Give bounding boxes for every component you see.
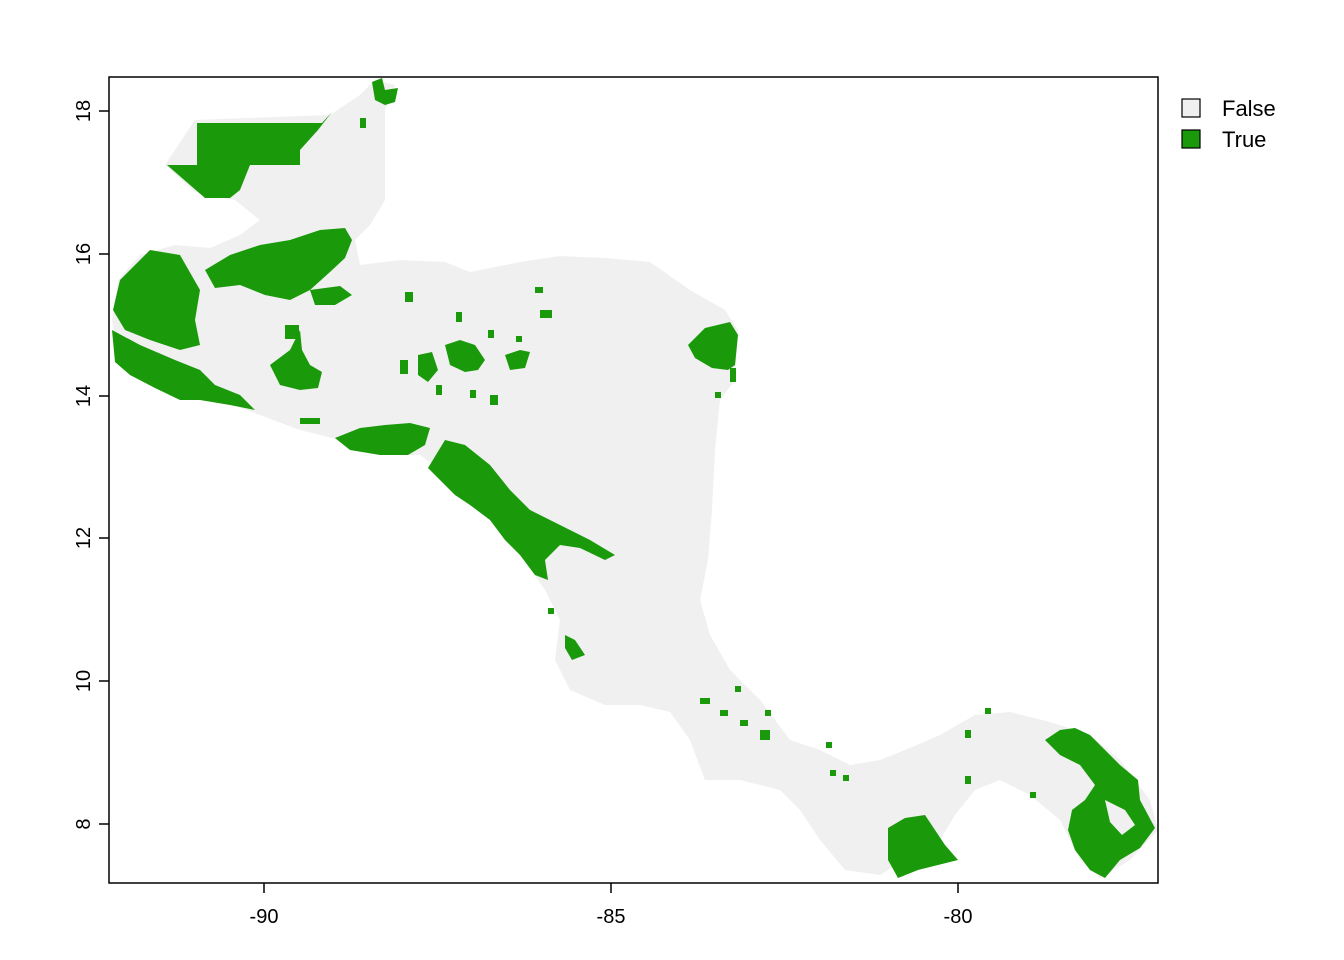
plot-frame — [108, 76, 1159, 884]
y-tick-label: 8 — [73, 818, 95, 829]
legend-swatch-true — [1181, 129, 1201, 149]
x-tick-label: -80 — [944, 906, 973, 928]
y-tick-label: 10 — [73, 670, 95, 692]
legend: False True — [1181, 96, 1276, 152]
y-tick-label: 18 — [73, 100, 95, 122]
x-tick-label: -90 — [250, 906, 279, 928]
y-tick-label: 14 — [73, 385, 95, 407]
y-tick-label: 12 — [73, 527, 95, 549]
x-tick-label: -85 — [597, 906, 626, 928]
y-axis — [99, 110, 109, 825]
legend-swatch-false — [1181, 98, 1201, 118]
y-tick-label: 16 — [73, 243, 95, 265]
legend-label-true: True — [1222, 127, 1266, 152]
x-axis — [263, 883, 959, 893]
raster-false-layer — [112, 80, 1158, 878]
legend-label-false: False — [1222, 96, 1276, 121]
raster-true-layer — [112, 78, 1155, 878]
